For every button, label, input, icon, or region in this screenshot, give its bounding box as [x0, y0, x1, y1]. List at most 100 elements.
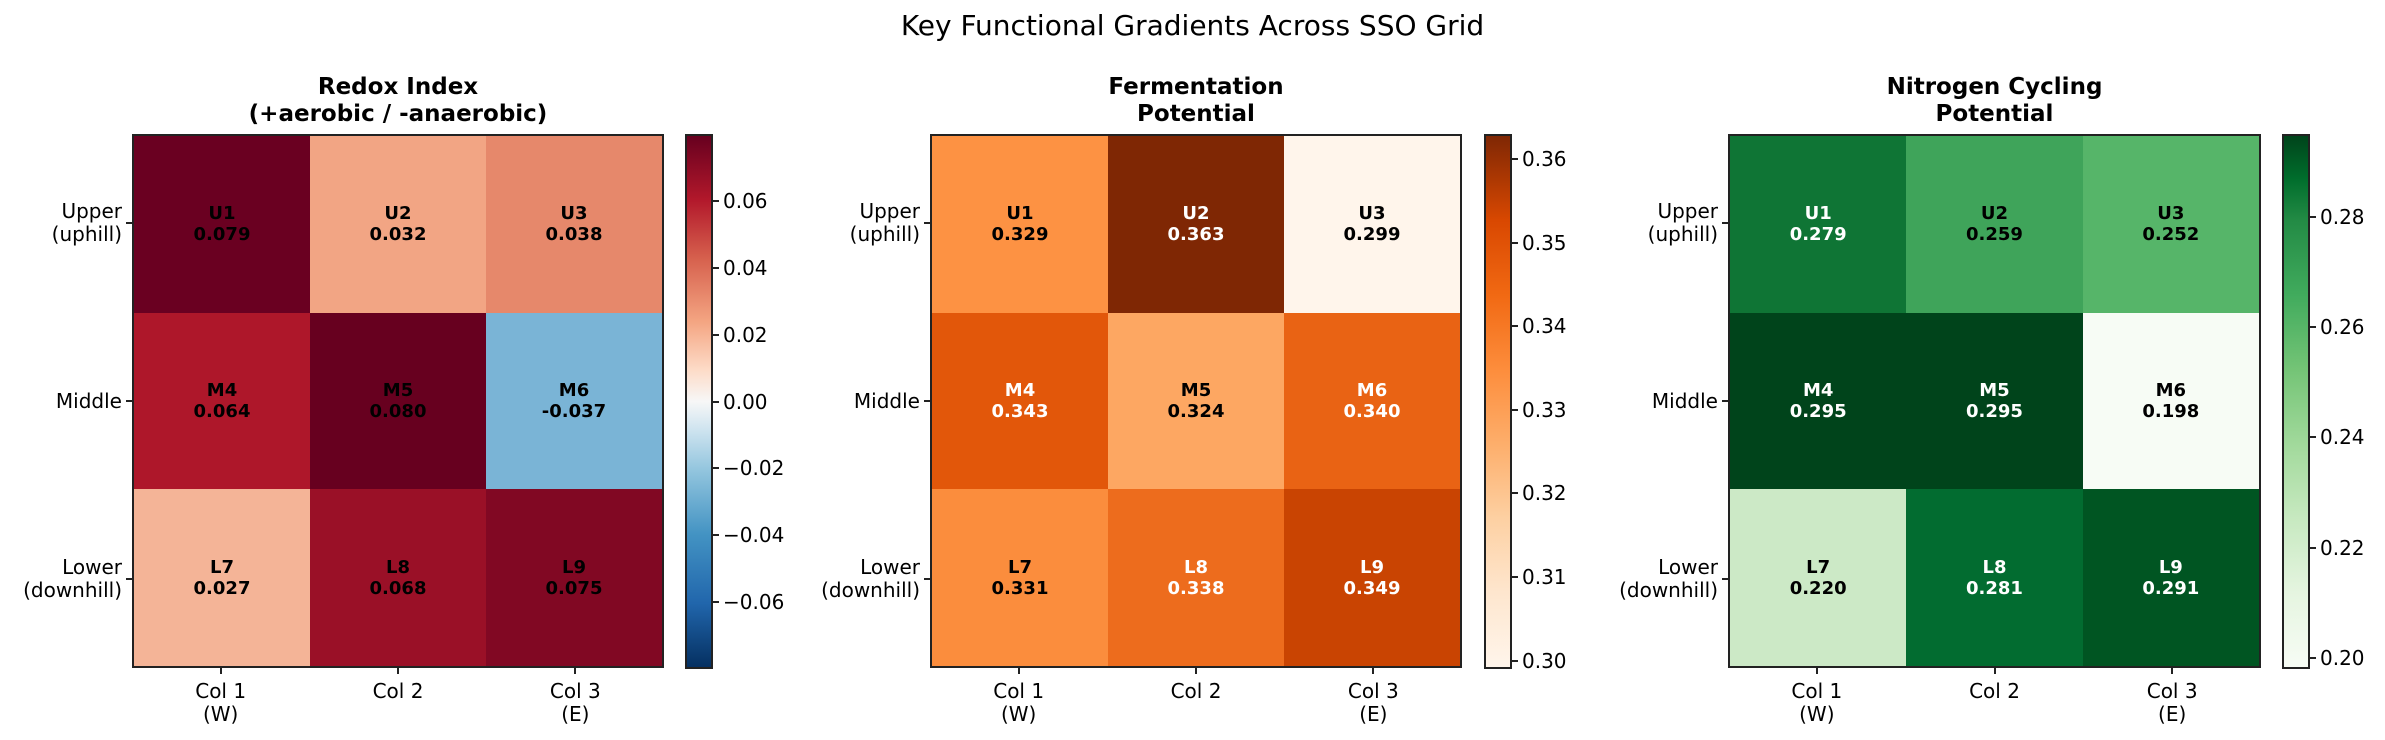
cell-label: L7 [1008, 556, 1032, 578]
x-tick [2171, 668, 2174, 674]
cell-value: 0.295 [1789, 400, 1847, 422]
cell-label: L7 [1806, 556, 1831, 578]
colorbar-tick-label: 0.28 [2320, 204, 2365, 229]
colorbar-tick-label: 0.02 [723, 322, 768, 347]
cell-label: M5 [382, 379, 414, 401]
cell-label: U3 [560, 203, 588, 225]
y-axis-label: Upper (uphill) [1647, 199, 1718, 246]
figure-title: Key Functional Gradients Across SSO Grid [900, 9, 1485, 42]
heatmap-cell-u3: U3 0.252 [2082, 136, 2259, 313]
colorbar-tick-label: 0.26 [2320, 315, 2365, 340]
heatmap-cell-m4: M4 0.295 [1730, 312, 1907, 490]
colorbar-tick [2310, 656, 2316, 659]
colorbar-tick [2310, 215, 2316, 218]
cell-label: M4 [1004, 379, 1036, 401]
heatmap-cell-l8: L8 0.068 [310, 489, 486, 666]
heatmap-cell-m5: M5 0.080 [310, 312, 486, 490]
heatmap-cell-u1: U1 0.079 [134, 136, 310, 313]
x-tick [397, 668, 399, 674]
colorbar-tick [1512, 158, 1518, 161]
heatmap-cell-m6: M6 -0.037 [486, 312, 662, 490]
colorbar-tick-label: 0.22 [2320, 535, 2365, 560]
colorbar-tick-label: 0.31 [1522, 565, 1567, 590]
cell-value: 0.338 [1167, 577, 1225, 599]
cell-value: 0.329 [991, 224, 1049, 246]
cell-label: U2 [1182, 203, 1210, 225]
fermentation-heatmap: U1 0.329 U2 0.363 U3 0.299 M4 0.343 M5 0.324 M6 0.3… [930, 134, 1462, 668]
y-tick [924, 400, 930, 402]
y-axis-label: Lower (downhill) [821, 555, 920, 602]
y-tick [924, 578, 930, 580]
y-axis-label: Middle [853, 388, 920, 413]
cell-label: M6 [1356, 379, 1388, 401]
heatmap-cell-m6: M6 0.198 [2082, 312, 2259, 490]
colorbar-tick [2310, 326, 2316, 329]
cell-label: M6 [558, 379, 590, 401]
y-axis-label: Upper (uphill) [51, 199, 122, 246]
cell-label: U2 [1980, 203, 2009, 225]
cell-label: M5 [1979, 379, 2010, 401]
cell-value: 0.075 [545, 577, 603, 599]
cell-value: 0.032 [369, 224, 427, 246]
heatmap-cell-l9: L9 0.349 [1284, 489, 1460, 666]
fermentation-panel-title: Fermentation Potential [1108, 74, 1284, 127]
cell-value: 0.259 [1966, 224, 2023, 246]
y-tick [1722, 222, 1728, 224]
heatmap-cell-l8: L8 0.338 [1108, 489, 1284, 666]
colorbar-tick-label: 0.34 [1522, 314, 1567, 339]
nitrogen-heatmap: U1 0.279 U2 0.259 U3 0.252 M4 0.295 M5 0.295 M6 0.1… [1728, 134, 2261, 668]
cell-value: 0.343 [991, 400, 1049, 422]
cell-value: 0.279 [1789, 224, 1847, 246]
x-tick [574, 668, 577, 674]
y-axis-label: Middle [1651, 388, 1718, 413]
fermentation-colorbar [1484, 134, 1512, 669]
heatmap-cell-l9: L9 0.291 [2082, 489, 2259, 666]
x-tick [1372, 668, 1375, 674]
heatmap-cell-m5: M5 0.324 [1108, 312, 1284, 490]
y-tick [1722, 578, 1728, 580]
cell-value: 0.079 [193, 224, 251, 246]
cell-value: 0.080 [369, 400, 427, 422]
colorbar-tick-label: 0.00 [723, 389, 768, 414]
cell-label: U1 [208, 203, 236, 225]
colorbar-tick-label: 0.20 [2320, 645, 2365, 670]
x-axis-label: Col 3 (E) [2146, 679, 2198, 726]
heatmap-cell-u2: U2 0.259 [1906, 136, 2083, 313]
heatmap-cell-m4: M4 0.064 [134, 312, 310, 490]
cell-value: 0.064 [193, 400, 251, 422]
colorbar-tick-label: 0.30 [1522, 648, 1567, 673]
cell-value: 0.363 [1167, 224, 1225, 246]
colorbar-tick-label: 0.04 [723, 255, 768, 280]
colorbar-tick [1512, 659, 1518, 662]
colorbar-tick [2310, 546, 2316, 549]
heatmap-cell-m4: M4 0.343 [932, 312, 1108, 490]
cell-label: L8 [1982, 556, 2007, 578]
colorbar-tick [1512, 241, 1518, 244]
cell-label: L9 [562, 556, 586, 578]
cell-value: 0.324 [1167, 400, 1225, 422]
heatmap-cell-l8: L8 0.281 [1906, 489, 2083, 666]
heatmap-cell-u2: U2 0.032 [310, 136, 486, 313]
heatmap-cell-u3: U3 0.038 [486, 136, 662, 313]
y-axis-label: Lower (downhill) [23, 555, 122, 602]
cell-label: M4 [206, 379, 238, 401]
cell-label: M5 [1180, 379, 1212, 401]
redox-heatmap: U1 0.079 U2 0.032 U3 0.038 M4 0.064 M5 0.080 M6 -0.… [132, 134, 664, 668]
heatmap-cell-u2: U2 0.363 [1108, 136, 1284, 313]
cell-value: 0.252 [2142, 224, 2200, 246]
x-axis-label: Col 1 (W) [1791, 679, 1843, 726]
colorbar-tick [713, 400, 719, 403]
cell-label: U1 [1006, 203, 1034, 225]
y-axis-label: Upper (uphill) [849, 199, 920, 246]
x-axis-label: Col 2 [1969, 679, 2020, 703]
heatmap-cell-u1: U1 0.279 [1730, 136, 1907, 313]
heatmap-cell-l9: L9 0.075 [486, 489, 662, 666]
colorbar-tick [713, 601, 719, 604]
colorbar-tick [2310, 436, 2316, 439]
cell-value: 0.038 [545, 224, 603, 246]
x-axis-label: Col 2 [372, 679, 424, 703]
colorbar-tick-label: −0.04 [723, 523, 785, 548]
x-tick [219, 668, 222, 674]
colorbar-tick-label: −0.06 [723, 590, 785, 615]
cell-label: L9 [2158, 556, 2183, 578]
